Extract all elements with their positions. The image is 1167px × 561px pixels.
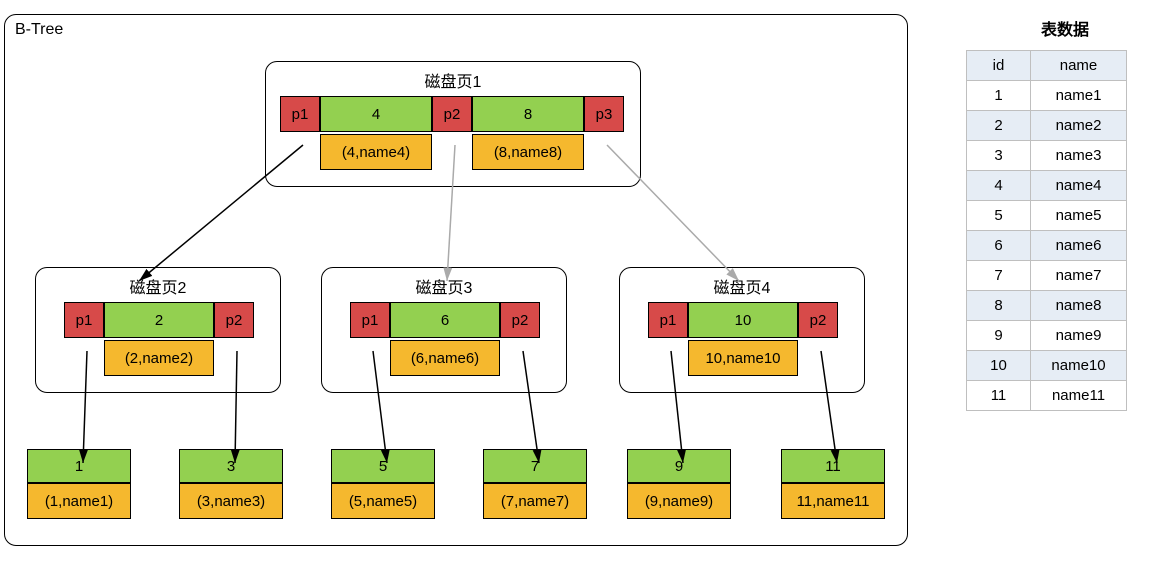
leaf-node: 9(9,name9) [627, 449, 731, 519]
data-table: id name 1name12name23name34name45name56n… [966, 50, 1127, 411]
leaf-value: (9,name9) [627, 483, 731, 519]
leaf-value: (3,name3) [179, 483, 283, 519]
table-cell-name: name2 [1031, 111, 1127, 141]
pointer-cell: p1 [280, 96, 320, 132]
table-cell-id: 8 [967, 291, 1031, 321]
value-cell: (6,name6) [390, 340, 500, 376]
table-cell-id: 5 [967, 201, 1031, 231]
table-cell-id: 1 [967, 81, 1031, 111]
key-cell: 2 [104, 302, 214, 338]
disk-page-root: 磁盘页1 p14p28p3 (4,name4) (8,name8) [265, 61, 641, 187]
pointer-cell: p2 [432, 96, 472, 132]
table-cell-name: name9 [1031, 321, 1127, 351]
pointer-cell: p2 [798, 302, 838, 338]
table-header-id: id [967, 51, 1031, 81]
leaf-value: (7,name7) [483, 483, 587, 519]
table-row: 10name10 [967, 351, 1127, 381]
table-cell-name: name3 [1031, 141, 1127, 171]
leaf-key: 9 [627, 449, 731, 483]
table-row: 6name6 [967, 231, 1127, 261]
leaf-value: (5,name5) [331, 483, 435, 519]
table-cell-name: name1 [1031, 81, 1127, 111]
key-cell: 4 [320, 96, 432, 132]
leaf-value: (1,name1) [27, 483, 131, 519]
pointer-cell: p1 [350, 302, 390, 338]
table-cell-name: name8 [1031, 291, 1127, 321]
table-cell-id: 6 [967, 231, 1031, 261]
leaf-key: 3 [179, 449, 283, 483]
pointer-cell: p2 [500, 302, 540, 338]
pointer-cell: p3 [584, 96, 624, 132]
leaf-key: 5 [331, 449, 435, 483]
disk-page-p4: 磁盘页4 p110p210,name10 [619, 267, 865, 393]
table-row: 5name5 [967, 201, 1127, 231]
table-cell-name: name5 [1031, 201, 1127, 231]
pointer-cell: p2 [214, 302, 254, 338]
table-row: 2name2 [967, 111, 1127, 141]
table-cell-name: name11 [1031, 381, 1127, 411]
table-row: 4name4 [967, 171, 1127, 201]
disk-page-p3: 磁盘页3 p16p2(6,name6) [321, 267, 567, 393]
table-row: 8name8 [967, 291, 1127, 321]
disk-page-title: 磁盘页4 [620, 274, 864, 298]
table-row: 1name1 [967, 81, 1127, 111]
table-row: 7name7 [967, 261, 1127, 291]
leaf-value: 11,name11 [781, 483, 885, 519]
disk-page-p2: 磁盘页2 p12p2(2,name2) [35, 267, 281, 393]
btree-panel: B-Tree 磁盘页1p14p28p3(4,name4)(8,name8)磁盘页… [4, 14, 908, 546]
table-cell-name: name10 [1031, 351, 1127, 381]
key-cell: 8 [472, 96, 584, 132]
table-cell-id: 2 [967, 111, 1031, 141]
leaf-node: 7(7,name7) [483, 449, 587, 519]
key-cell: 10 [688, 302, 798, 338]
value-cell: (8,name8) [472, 134, 584, 170]
disk-page-title: 磁盘页2 [36, 274, 280, 298]
table-cell-id: 7 [967, 261, 1031, 291]
table-cell-id: 11 [967, 381, 1031, 411]
table-cell-name: name6 [1031, 231, 1127, 261]
data-table-title: 表数据 [1000, 16, 1130, 40]
leaf-node: 1111,name11 [781, 449, 885, 519]
pointer-cell: p1 [64, 302, 104, 338]
table-cell-name: name7 [1031, 261, 1127, 291]
value-cell: 10,name10 [688, 340, 798, 376]
leaf-key: 11 [781, 449, 885, 483]
leaf-key: 7 [483, 449, 587, 483]
leaf-node: 5(5,name5) [331, 449, 435, 519]
value-cell: (2,name2) [104, 340, 214, 376]
btree-title: B-Tree [15, 21, 63, 39]
table-header-name: name [1031, 51, 1127, 81]
disk-page-title: 磁盘页3 [322, 274, 566, 298]
table-cell-id: 4 [967, 171, 1031, 201]
key-cell: 6 [390, 302, 500, 338]
table-cell-id: 9 [967, 321, 1031, 351]
table-cell-id: 3 [967, 141, 1031, 171]
leaf-node: 3(3,name3) [179, 449, 283, 519]
disk-page-title: 磁盘页1 [266, 68, 640, 92]
leaf-key: 1 [27, 449, 131, 483]
table-cell-name: name4 [1031, 171, 1127, 201]
table-row: 11name11 [967, 381, 1127, 411]
pointer-cell: p1 [648, 302, 688, 338]
value-cell: (4,name4) [320, 134, 432, 170]
leaf-node: 1(1,name1) [27, 449, 131, 519]
table-row: 3name3 [967, 141, 1127, 171]
table-cell-id: 10 [967, 351, 1031, 381]
table-row: 9name9 [967, 321, 1127, 351]
